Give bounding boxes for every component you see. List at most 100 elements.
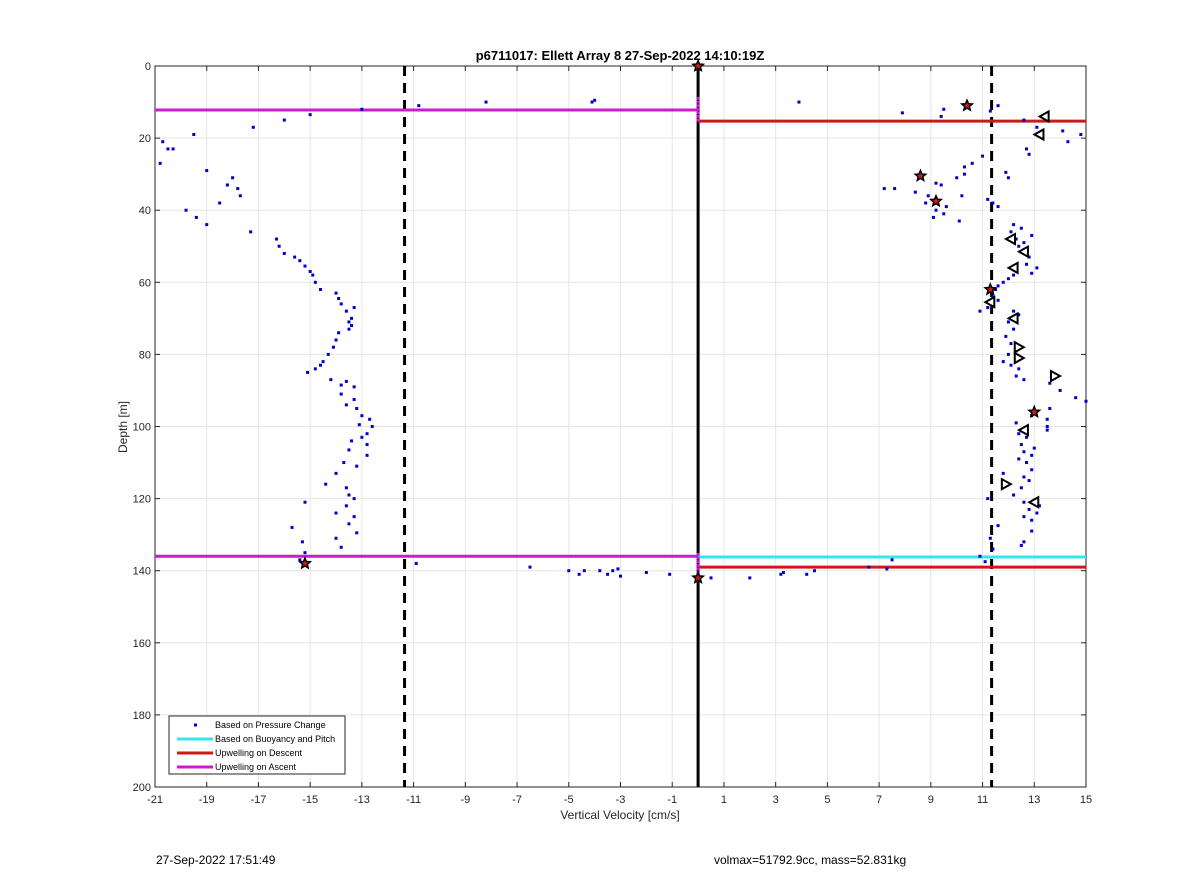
data-point (1030, 271, 1034, 275)
data-point (962, 172, 966, 176)
data-point (357, 423, 361, 427)
data-point (1006, 176, 1010, 180)
data-point (1025, 461, 1029, 465)
data-point (360, 107, 364, 111)
data-point (166, 147, 170, 151)
data-point (329, 378, 333, 382)
data-point (355, 531, 359, 535)
data-point (882, 187, 886, 191)
data-point (171, 147, 175, 151)
data-point (748, 576, 752, 580)
data-point (249, 230, 253, 234)
x-axis-ticks: -21 -19 -17 -15 -13 -11 -9 -7 -5 -3 -1 1 3 5 7 9 11 13 15 (147, 66, 1092, 806)
data-point (355, 464, 359, 468)
data-point (991, 201, 995, 205)
data-point (1017, 244, 1021, 248)
ascent-marker (1013, 340, 1026, 354)
data-point (275, 237, 279, 241)
data-point (781, 571, 785, 575)
y-tick-label: 80 (139, 349, 151, 361)
data-point (218, 201, 222, 205)
data-point (893, 187, 897, 191)
data-point (1001, 360, 1005, 364)
data-point (365, 432, 369, 436)
data-point (1045, 428, 1049, 432)
data-point (344, 309, 348, 313)
y-tick-label: 200 (133, 782, 151, 794)
ascent-marker (983, 295, 996, 309)
data-point (300, 540, 304, 544)
y-axis-label: Depth [m] (116, 401, 130, 453)
descent-marker (983, 282, 998, 296)
x-tick-label: -5 (564, 794, 574, 806)
data-point (991, 295, 995, 299)
data-point (344, 379, 348, 383)
data-point (696, 560, 700, 564)
data-point (1048, 381, 1052, 385)
data-point (324, 482, 328, 486)
data-point (347, 320, 351, 324)
data-point (931, 215, 935, 219)
data-point (885, 567, 889, 571)
data-point (339, 302, 343, 306)
data-point (1022, 450, 1026, 454)
data-point (986, 197, 990, 201)
data-point (347, 448, 351, 452)
data-point (1030, 529, 1034, 533)
y-tick-label: 160 (133, 638, 151, 650)
x-tick-label: 13 (1028, 794, 1040, 806)
data-point (352, 397, 356, 401)
data-point (996, 524, 1000, 528)
data-point (352, 497, 356, 501)
y-tick-label: 120 (133, 494, 151, 506)
data-point (983, 560, 987, 564)
data-point (696, 111, 700, 115)
data-point (225, 183, 229, 187)
data-point (313, 280, 317, 284)
data-point (1022, 540, 1026, 544)
data-point (350, 439, 354, 443)
ascent-marker (1032, 127, 1045, 142)
descent-marker (297, 556, 313, 570)
data-point (812, 569, 816, 573)
x-tick-label: -1 (667, 794, 677, 806)
data-point (696, 104, 700, 108)
data-point (251, 125, 255, 129)
ascent-marker (1000, 477, 1013, 491)
data-point (326, 352, 330, 356)
data-point (1014, 421, 1018, 425)
data-point (1022, 500, 1026, 504)
data-point (184, 208, 188, 212)
x-tick-label: 15 (1080, 794, 1092, 806)
data-point (1022, 515, 1026, 519)
data-point (1006, 352, 1010, 356)
data-point (619, 574, 622, 578)
data-point (934, 181, 938, 185)
data-point (779, 572, 783, 576)
chart-title: p6711017: Ellett Array 8 27-Sep-2022 14:… (476, 48, 765, 63)
data-point (1084, 399, 1088, 403)
ascent-marker (1006, 261, 1019, 275)
data-point (298, 558, 302, 562)
data-point (996, 205, 1000, 209)
x-tick-label: 11 (977, 794, 988, 806)
data-point (311, 273, 315, 277)
data-point (1022, 241, 1026, 245)
reference-lines (155, 66, 1086, 787)
data-point (334, 536, 338, 540)
data-point (277, 244, 281, 248)
data-point (1019, 543, 1023, 547)
data-point (1035, 125, 1039, 129)
data-point (934, 208, 938, 212)
data-point (319, 363, 323, 367)
data-point (306, 370, 310, 374)
data-point (988, 536, 992, 540)
data-point (360, 435, 364, 439)
data-point (1017, 457, 1021, 461)
ascent-marker (1016, 423, 1029, 437)
data-point (205, 223, 209, 227)
x-tick-label: -17 (250, 794, 266, 806)
data-point (696, 114, 700, 118)
y-tick-label: 140 (133, 566, 151, 578)
